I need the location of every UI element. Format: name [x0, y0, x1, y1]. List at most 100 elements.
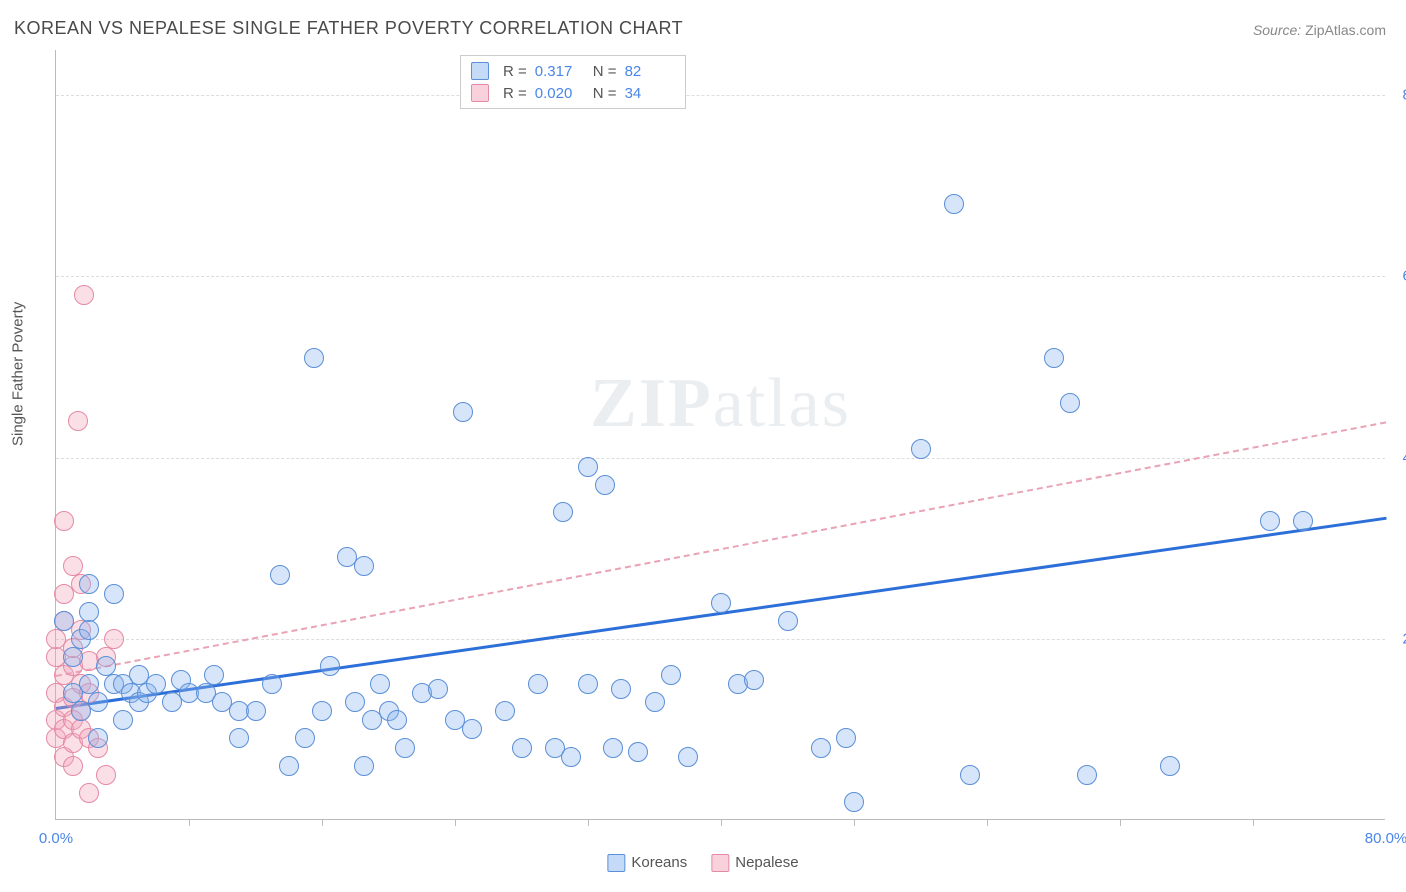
- data-point-koreans: [911, 439, 931, 459]
- source-label: Source:: [1253, 22, 1301, 38]
- data-point-koreans: [678, 747, 698, 767]
- trend-line-koreans: [56, 517, 1386, 710]
- swatch-nepalese-icon: [471, 84, 489, 102]
- data-point-koreans: [428, 679, 448, 699]
- data-point-nepalese: [63, 556, 83, 576]
- source-name: ZipAtlas.com: [1305, 22, 1386, 38]
- data-point-koreans: [79, 602, 99, 622]
- data-point-koreans: [844, 792, 864, 812]
- data-point-koreans: [495, 701, 515, 721]
- data-point-koreans: [944, 194, 964, 214]
- data-point-koreans: [262, 674, 282, 694]
- data-point-koreans: [561, 747, 581, 767]
- x-tick: [322, 819, 323, 826]
- data-point-koreans: [246, 701, 266, 721]
- data-point-koreans: [312, 701, 332, 721]
- data-point-koreans: [320, 656, 340, 676]
- legend-item-nepalese: Nepalese: [711, 854, 798, 872]
- x-tick: [854, 819, 855, 826]
- legend-label-nepalese: Nepalese: [735, 854, 798, 871]
- chart-container: KOREAN VS NEPALESE SINGLE FATHER POVERTY…: [0, 0, 1406, 892]
- x-tick: [455, 819, 456, 826]
- data-point-koreans: [528, 674, 548, 694]
- data-point-koreans: [295, 728, 315, 748]
- data-point-nepalese: [63, 756, 83, 776]
- data-point-koreans: [595, 475, 615, 495]
- data-point-koreans: [354, 756, 374, 776]
- data-point-koreans: [1293, 511, 1313, 531]
- data-point-nepalese: [104, 629, 124, 649]
- swatch-koreans-icon: [607, 854, 625, 872]
- data-point-koreans: [387, 710, 407, 730]
- legend-stats-row-koreans: R = 0.317 N = 82: [471, 60, 675, 82]
- legend-label-koreans: Koreans: [631, 854, 687, 871]
- data-point-koreans: [146, 674, 166, 694]
- source-attribution: Source: ZipAtlas.com: [1253, 22, 1386, 38]
- data-point-koreans: [603, 738, 623, 758]
- data-point-koreans: [96, 656, 116, 676]
- y-tick-label: 20.0%: [1390, 630, 1406, 647]
- data-point-koreans: [270, 565, 290, 585]
- data-point-koreans: [113, 710, 133, 730]
- data-point-nepalese: [96, 765, 116, 785]
- data-point-nepalese: [54, 511, 74, 531]
- data-point-koreans: [1160, 756, 1180, 776]
- r-label: R: [503, 63, 514, 80]
- x-tick-label-end: 80.0%: [1365, 830, 1406, 847]
- chart-title: KOREAN VS NEPALESE SINGLE FATHER POVERTY…: [14, 18, 683, 39]
- nepalese-r-value: 0.020: [535, 85, 585, 102]
- data-point-koreans: [79, 574, 99, 594]
- legend-stats-row-nepalese: R = 0.020 N = 34: [471, 82, 675, 104]
- data-point-koreans: [229, 728, 249, 748]
- x-tick: [189, 819, 190, 826]
- x-tick: [721, 819, 722, 826]
- x-tick: [1253, 819, 1254, 826]
- koreans-r-value: 0.317: [535, 63, 585, 80]
- gridline: [56, 95, 1385, 96]
- data-point-koreans: [628, 742, 648, 762]
- x-tick-label-start: 0.0%: [39, 830, 73, 847]
- data-point-koreans: [354, 556, 374, 576]
- data-point-koreans: [711, 593, 731, 613]
- data-point-koreans: [645, 692, 665, 712]
- plot-area: ZIPatlas 20.0%40.0%60.0%80.0%0.0%80.0%: [55, 50, 1385, 820]
- data-point-koreans: [79, 674, 99, 694]
- swatch-nepalese-icon: [711, 854, 729, 872]
- watermark-atlas: atlas: [713, 365, 851, 442]
- data-point-koreans: [744, 670, 764, 690]
- data-point-koreans: [63, 647, 83, 667]
- data-point-koreans: [778, 611, 798, 631]
- data-point-koreans: [1260, 511, 1280, 531]
- data-point-koreans: [395, 738, 415, 758]
- data-point-koreans: [88, 692, 108, 712]
- data-point-koreans: [578, 457, 598, 477]
- data-point-koreans: [836, 728, 856, 748]
- data-point-nepalese: [68, 411, 88, 431]
- y-tick-label: 40.0%: [1390, 449, 1406, 466]
- watermark: ZIPatlas: [590, 364, 851, 444]
- legend-item-koreans: Koreans: [607, 854, 687, 872]
- data-point-koreans: [1060, 393, 1080, 413]
- data-point-koreans: [54, 611, 74, 631]
- data-point-koreans: [1077, 765, 1097, 785]
- data-point-koreans: [345, 692, 365, 712]
- watermark-zip: ZIP: [590, 365, 713, 442]
- data-point-koreans: [960, 765, 980, 785]
- y-tick-label: 80.0%: [1390, 87, 1406, 104]
- x-tick: [987, 819, 988, 826]
- y-tick-label: 60.0%: [1390, 268, 1406, 285]
- data-point-koreans: [79, 620, 99, 640]
- data-point-koreans: [204, 665, 224, 685]
- data-point-koreans: [553, 502, 573, 522]
- legend-stats: R = 0.317 N = 82 R = 0.020 N = 34: [460, 55, 686, 109]
- data-point-koreans: [370, 674, 390, 694]
- x-tick: [588, 819, 589, 826]
- nepalese-n-value: 34: [625, 85, 675, 102]
- data-point-koreans: [462, 719, 482, 739]
- data-point-koreans: [578, 674, 598, 694]
- y-axis-label: Single Father Poverty: [10, 302, 27, 446]
- data-point-koreans: [811, 738, 831, 758]
- x-tick: [1120, 819, 1121, 826]
- n-label: N: [593, 63, 604, 80]
- data-point-koreans: [453, 402, 473, 422]
